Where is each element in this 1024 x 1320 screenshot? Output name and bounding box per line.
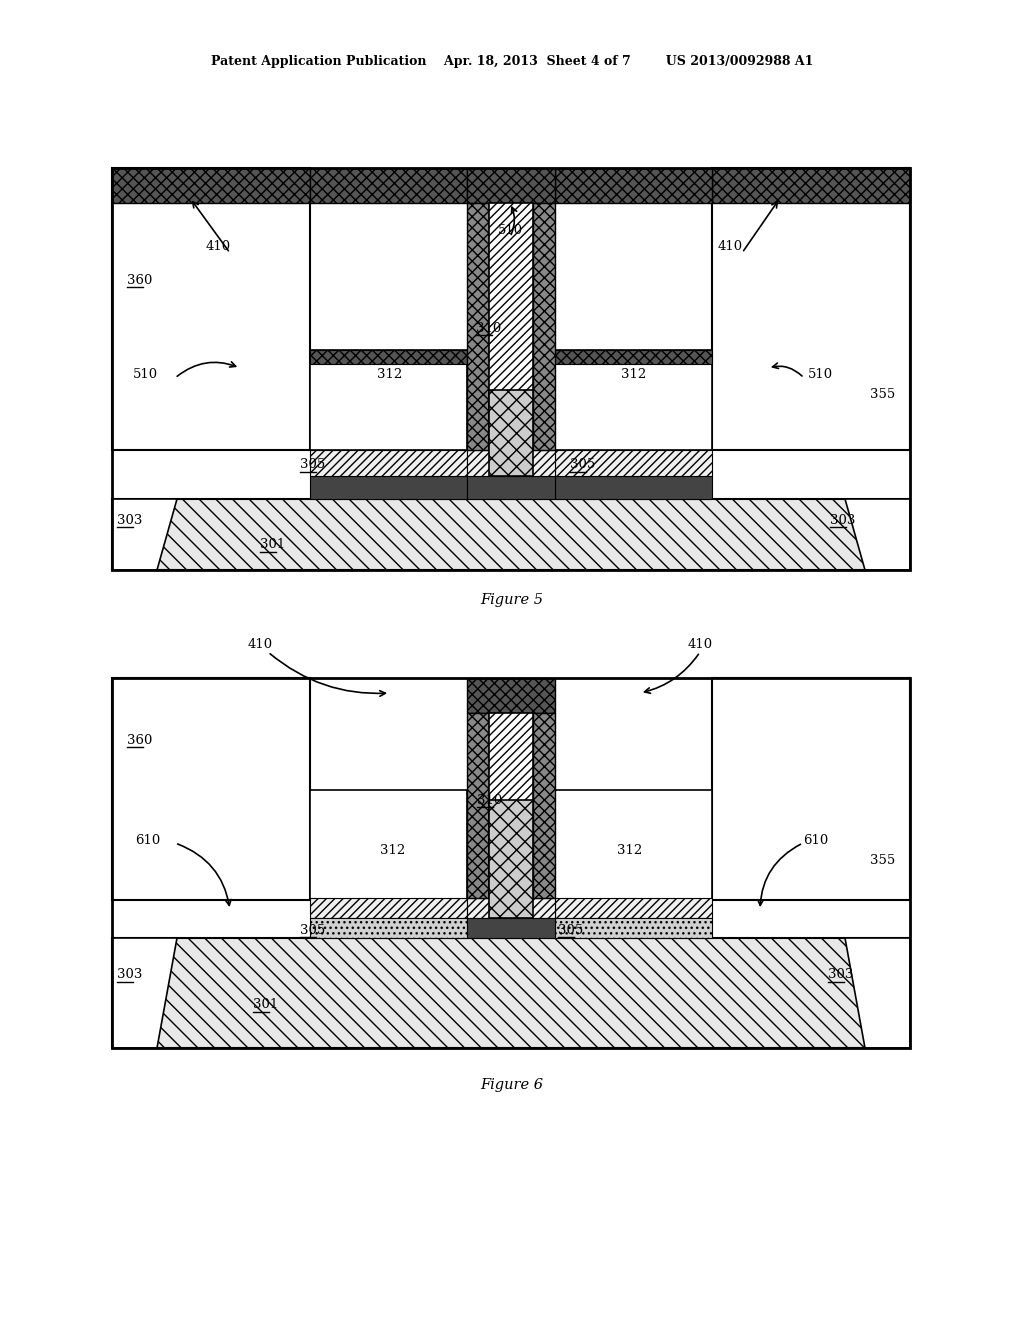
Text: 301: 301 (260, 539, 286, 552)
Bar (555, 350, 712, 450)
Bar (712, 168, 910, 203)
Text: 303: 303 (830, 513, 855, 527)
Bar (555, 450, 712, 477)
Polygon shape (112, 939, 177, 1048)
Text: 610: 610 (804, 833, 828, 846)
Bar (534, 713, 555, 898)
Bar (310, 789, 467, 900)
Bar (310, 168, 467, 203)
Text: 303: 303 (117, 969, 142, 982)
Text: 410: 410 (206, 240, 230, 253)
Bar (112, 678, 910, 1048)
Text: 310: 310 (477, 793, 502, 807)
Bar (467, 898, 555, 917)
Text: 355: 355 (870, 854, 895, 866)
Text: 355: 355 (870, 388, 895, 401)
Text: 305: 305 (300, 458, 326, 471)
Text: Figure 5: Figure 5 (480, 593, 544, 607)
Bar (534, 203, 555, 450)
Bar (112, 168, 310, 203)
Polygon shape (112, 499, 177, 570)
Bar (555, 477, 712, 499)
Bar (467, 203, 489, 450)
Text: Figure 6: Figure 6 (480, 1078, 544, 1092)
Bar (310, 477, 467, 499)
Bar (555, 168, 712, 203)
Bar (555, 898, 712, 917)
Text: 510: 510 (808, 368, 833, 381)
Bar (489, 389, 534, 477)
Text: 303: 303 (117, 513, 142, 527)
Bar (555, 789, 712, 900)
Text: 510: 510 (132, 368, 158, 381)
Bar (467, 917, 555, 939)
Bar (112, 499, 910, 570)
Text: 410: 410 (718, 240, 742, 253)
Polygon shape (845, 939, 910, 1048)
Text: 610: 610 (135, 833, 161, 846)
Bar (112, 678, 310, 900)
Text: 312: 312 (617, 843, 643, 857)
Bar (310, 898, 467, 917)
Polygon shape (845, 499, 910, 570)
Text: 303: 303 (828, 969, 853, 982)
Bar (310, 917, 467, 939)
Bar (467, 168, 555, 203)
Text: 312: 312 (380, 843, 406, 857)
Text: 360: 360 (127, 734, 153, 747)
Bar (555, 917, 712, 939)
Bar (467, 713, 489, 898)
Text: 312: 312 (622, 368, 646, 381)
Text: 510: 510 (498, 223, 522, 236)
Bar (489, 713, 534, 898)
Bar (467, 678, 555, 713)
Bar (310, 350, 467, 450)
Text: 410: 410 (248, 639, 272, 652)
Text: 305: 305 (570, 458, 595, 471)
Bar (489, 800, 534, 917)
Text: 410: 410 (687, 639, 713, 652)
Bar (467, 477, 555, 499)
Bar (489, 203, 534, 450)
Bar (712, 168, 910, 450)
Text: 312: 312 (378, 368, 402, 381)
Text: 360: 360 (127, 273, 153, 286)
Text: 310: 310 (476, 322, 502, 334)
Bar (112, 939, 910, 1048)
Bar (112, 168, 910, 570)
Text: Patent Application Publication    Apr. 18, 2013  Sheet 4 of 7        US 2013/009: Patent Application Publication Apr. 18, … (211, 55, 813, 69)
Bar (310, 350, 467, 364)
Bar (712, 678, 910, 900)
Bar (112, 168, 310, 450)
Bar (467, 450, 555, 477)
Text: 305: 305 (558, 924, 584, 936)
Bar (310, 450, 467, 477)
Text: 301: 301 (253, 998, 279, 1011)
Text: 305: 305 (300, 924, 326, 936)
Bar (555, 350, 712, 364)
